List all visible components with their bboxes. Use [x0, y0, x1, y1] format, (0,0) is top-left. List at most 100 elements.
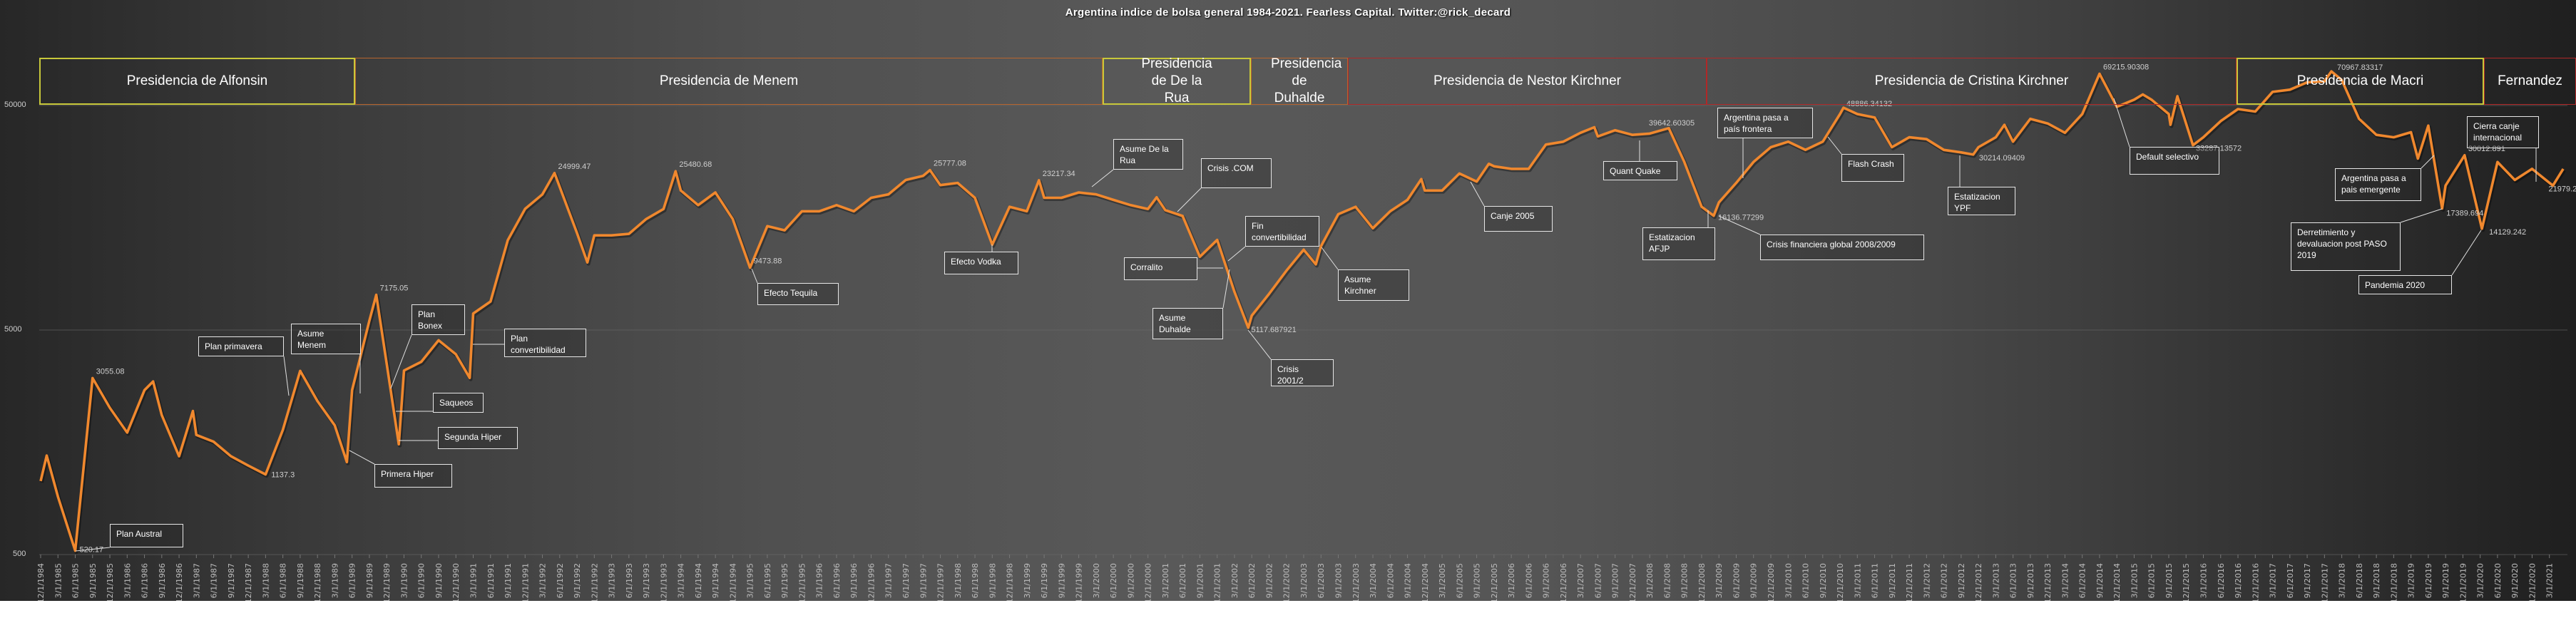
x-tick-label: 9/1/2010	[1819, 563, 1828, 598]
x-tick-label: 6/1/2005	[1455, 563, 1464, 598]
y-tick-label: 50000	[4, 101, 26, 109]
annotation-callout: Efecto Vodka	[944, 252, 1018, 274]
presidency-band: Presidencia de Duhalde	[1251, 56, 1348, 105]
x-tick-label: 12/1/2012	[1974, 563, 1983, 601]
annotation-leader-line	[283, 356, 290, 396]
data-label: 14129.242	[2489, 228, 2526, 237]
x-tick-label: 9/1/2009	[1749, 563, 1759, 598]
x-tick-label: 12/1/1992	[590, 563, 599, 601]
x-tick-label: 9/1/2001	[1195, 563, 1205, 598]
x-tick-label: 3/1/2020	[2476, 563, 2485, 598]
annotation-callout: Saqueos	[433, 393, 484, 413]
x-tick-label: 3/1/2010	[1784, 563, 1793, 598]
presidency-band: Presidencia de Macri	[2237, 58, 2484, 105]
x-tick-label: 12/1/2018	[2389, 563, 2398, 601]
annotation-callout: Primera Hiper	[374, 464, 452, 488]
x-tick-label: 9/1/1993	[642, 563, 651, 598]
data-label: 70967.83317	[2337, 63, 2383, 72]
x-tick-label: 12/1/1999	[1075, 563, 1084, 601]
presidency-band: Presidencia de Nestor Kirchner	[1348, 58, 1707, 105]
annotation-callout: Crisis .COM	[1201, 158, 1272, 188]
x-tick-label: 9/1/2013	[2026, 563, 2035, 598]
chart-background	[0, 0, 2576, 601]
x-tick-label: 6/1/2003	[1317, 563, 1326, 598]
x-tick-label: 9/1/1989	[365, 563, 374, 598]
x-tick-label: 3/1/1993	[608, 563, 617, 598]
x-tick-label: 3/1/1992	[538, 563, 548, 598]
x-tick-label: 12/1/1988	[313, 563, 322, 601]
x-tick-label: 9/1/2007	[1611, 563, 1620, 598]
presidency-band: Presidencia de De la Rua	[1103, 56, 1251, 105]
x-tick-label: 9/1/2004	[1404, 563, 1413, 598]
x-tick-label: 3/1/2013	[1991, 563, 2000, 598]
x-tick-label: 12/1/2013	[2043, 563, 2053, 601]
annotation-callout: Argentina pasa a pais emergente	[2335, 168, 2421, 201]
x-tick-label: 9/1/1992	[573, 563, 582, 598]
x-tick-label: 6/1/1992	[556, 563, 565, 598]
x-tick-label: 12/1/1994	[728, 563, 737, 601]
x-tick-label: 6/1/2019	[2424, 563, 2433, 598]
x-tick-label: 3/1/2003	[1299, 563, 1309, 598]
x-tick-label: 9/1/1985	[88, 563, 98, 598]
x-tick-label: 3/1/1987	[192, 563, 201, 598]
presidency-label: Presidencia de Duhalde	[1271, 56, 1342, 105]
data-label: 23217.34	[1043, 170, 1075, 178]
x-tick-label: 12/1/2004	[1421, 563, 1430, 601]
data-label: 21979.244	[2549, 185, 2576, 193]
x-tick-label: 12/1/2019	[2458, 563, 2468, 601]
data-label: 39642.60305	[1649, 119, 1695, 128]
x-tick-label: 12/1/2020	[2528, 563, 2537, 601]
x-tick-label: 12/1/2002	[1282, 563, 1292, 601]
series-line	[39, 70, 2565, 552]
annotation-leader-line	[2421, 155, 2435, 169]
x-tick-label: 9/1/2011	[1888, 563, 1897, 598]
x-tick-label: 3/1/2011	[1853, 563, 1862, 598]
data-label: 24999.47	[558, 163, 591, 171]
x-tick-label: 3/1/2004	[1369, 563, 1378, 598]
x-tick-label: 6/1/2009	[1732, 563, 1741, 598]
x-tick-label: 6/1/2004	[1386, 563, 1395, 598]
x-tick-label: 3/1/1995	[746, 563, 755, 598]
x-tick-label: 12/1/2010	[1836, 563, 1845, 601]
x-tick-label: 9/1/2006	[1542, 563, 1551, 598]
annotation-callout: Plan Bonex	[412, 304, 465, 335]
x-tick-label: 6/1/2014	[2078, 563, 2087, 598]
annotation-leader-line	[1177, 187, 1202, 212]
annotation-leader-line	[1827, 136, 1842, 155]
x-tick-label: 6/1/2020	[2493, 563, 2503, 598]
annotation-leader-line	[2400, 208, 2443, 223]
data-label: 520.17	[80, 546, 104, 555]
presidency-label: Fernandez	[2498, 73, 2562, 88]
x-tick-label: 3/1/2000	[1092, 563, 1101, 598]
x-tick-label: 6/1/1999	[1040, 563, 1049, 598]
x-tick-label: 12/1/2000	[1144, 563, 1153, 601]
x-tick-label: 3/1/1989	[330, 563, 339, 598]
x-tick-label: 6/1/2018	[2355, 563, 2364, 598]
x-tick-label: 3/1/1998	[954, 563, 963, 598]
chart-title: Argentina indice de bolsa general 1984-2…	[1065, 6, 1511, 19]
annotation-callout: Cierra canje internacional	[2467, 116, 2539, 148]
x-tick-label: 12/1/2007	[1628, 563, 1637, 601]
annotation-leader-line	[1091, 169, 1114, 187]
x-tick-label: 12/1/2008	[1697, 563, 1707, 601]
x-tick-label: 3/1/2012	[1922, 563, 1931, 598]
x-tick-label: 6/1/2016	[2217, 563, 2226, 598]
presidency-band: Presidencia de Menem	[355, 58, 1103, 105]
presidency-label: Presidencia de De la Rua	[1141, 56, 1212, 105]
x-tick-label: 6/1/2012	[1940, 563, 1949, 598]
x-tick-label: 12/1/2003	[1351, 563, 1361, 601]
x-tick-label: 6/1/2011	[1871, 563, 1880, 598]
x-tick-label: 3/1/1996	[815, 563, 824, 598]
x-tick-label: 12/1/2015	[2182, 563, 2191, 601]
x-tick-label: 12/1/1998	[1006, 563, 1015, 601]
x-tick-label: 12/1/1987	[244, 563, 253, 601]
x-tick-label: 9/1/2002	[1264, 563, 1274, 598]
x-tick-label: 9/1/2012	[1957, 563, 1966, 598]
x-tick-label: 12/1/2014	[2112, 563, 2122, 601]
x-tick-label: 3/1/2021	[2545, 563, 2555, 598]
data-label: 30214.09409	[1979, 154, 2025, 163]
x-tick-label: 9/1/1986	[158, 563, 167, 598]
x-tick-label: 9/1/2019	[2441, 563, 2450, 598]
x-tick-label: 12/1/2001	[1213, 563, 1222, 601]
annotation-callout: Default selectivo	[2130, 147, 2219, 175]
